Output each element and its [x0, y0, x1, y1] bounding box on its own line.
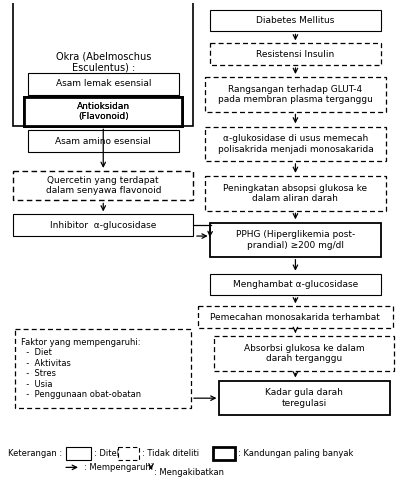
Bar [214, 336, 394, 371]
Bar [13, 214, 194, 236]
Text: : Tidak diteliti: : Tidak diteliti [142, 449, 200, 458]
Bar [219, 381, 389, 415]
Text: : Kandungan paling banyak: : Kandungan paling banyak [238, 449, 353, 458]
Bar [210, 10, 381, 31]
Bar [24, 97, 182, 127]
Text: Asam amino esensial: Asam amino esensial [55, 137, 151, 146]
Bar [210, 43, 381, 65]
Text: PPHG (Hiperglikemia post-
prandial) ≥200 mg/dl: PPHG (Hiperglikemia post- prandial) ≥200… [236, 230, 355, 250]
Text: Asam lemak esensial: Asam lemak esensial [55, 79, 151, 88]
Bar [213, 447, 235, 460]
Bar [24, 97, 182, 127]
Text: Peningkatan absopsi glukosa ke
dalam aliran darah: Peningkatan absopsi glukosa ke dalam ali… [223, 184, 368, 203]
Text: Menghambat α-glucosidase: Menghambat α-glucosidase [233, 280, 358, 289]
Bar [198, 306, 393, 328]
Text: Kadar gula darah
teregulasi: Kadar gula darah teregulasi [265, 388, 343, 408]
Bar [13, 0, 194, 127]
Bar [27, 130, 179, 152]
Text: Rangsangan terhadap GLUT-4
pada membran plasma terganggu: Rangsangan terhadap GLUT-4 pada membran … [218, 85, 373, 104]
Text: Quercetin yang terdapat
dalam senyawa flavonoid: Quercetin yang terdapat dalam senyawa fl… [46, 176, 161, 195]
Bar [210, 223, 381, 257]
Bar [205, 77, 386, 112]
Text: Keterangan :: Keterangan : [8, 449, 62, 458]
Bar [66, 447, 90, 460]
Bar [15, 329, 191, 408]
Text: α-glukosidase di usus memecah
polisakrida menjadi monosakarida: α-glukosidase di usus memecah polisakrid… [218, 134, 373, 154]
Bar [205, 176, 386, 211]
Text: : Diteliti: : Diteliti [93, 449, 126, 458]
Text: Faktor yang mempengaruhi:
  -  Diet
  -  Aktivitas
  -  Stres
  -  Usia
  -  Pen: Faktor yang mempengaruhi: - Diet - Aktiv… [21, 338, 141, 399]
Bar [118, 447, 139, 460]
Text: Diabetes Mellitus: Diabetes Mellitus [256, 16, 335, 25]
Text: Pemecahan monosakarida terhambat: Pemecahan monosakarida terhambat [210, 313, 381, 322]
Text: Antioksidan
(Flavonoid): Antioksidan (Flavonoid) [77, 102, 130, 121]
Text: Resistensi Insulin: Resistensi Insulin [256, 50, 335, 58]
Text: : Mempengaruhi: : Mempengaruhi [84, 463, 153, 472]
Text: : Mengakibatkan: : Mengakibatkan [154, 468, 224, 477]
Bar [210, 274, 381, 296]
Bar [205, 127, 386, 161]
Text: Okra (Abelmoschus
Esculentus) :: Okra (Abelmoschus Esculentus) : [56, 51, 151, 73]
Text: Antioksidan
(Flavonoid): Antioksidan (Flavonoid) [77, 102, 130, 121]
Text: Absorbsi glukosa ke dalam
darah terganggu: Absorbsi glukosa ke dalam darah tergangg… [244, 344, 364, 363]
Bar [27, 73, 179, 95]
Bar [13, 171, 194, 200]
Text: Inhibitor  α-glucosidase: Inhibitor α-glucosidase [50, 221, 156, 230]
